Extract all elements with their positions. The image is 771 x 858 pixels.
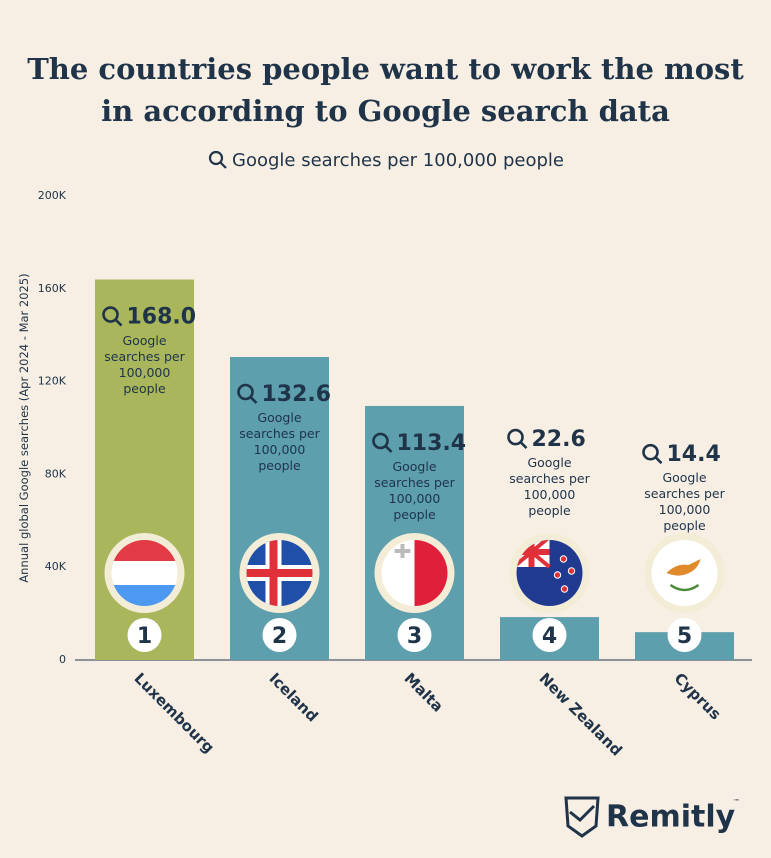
- flag-part: [394, 544, 411, 558]
- icon-part: [102, 306, 119, 323]
- rate-label: 22.6: [532, 427, 586, 452]
- rate-caption: Google searches per 100,000 people: [239, 410, 320, 473]
- rank-badge: [262, 618, 297, 652]
- rate-label: 168.0: [127, 305, 197, 330]
- flag-part: [553, 571, 562, 579]
- rate-label: 14.4: [667, 442, 721, 467]
- rank-number: 2: [272, 624, 287, 649]
- rank-badge: [667, 618, 702, 652]
- icon-part: [384, 445, 393, 453]
- rate-caption-box: Google searches per 100,000 people: [644, 470, 725, 534]
- rank-badge: [397, 618, 432, 652]
- y-tick-label: 40K: [45, 560, 67, 573]
- flag-part: [666, 559, 701, 576]
- flag-part: [111, 540, 178, 561]
- icon-part: [372, 432, 389, 450]
- rate-label: 113.4: [397, 431, 467, 456]
- rank-number: 1: [137, 624, 152, 649]
- x-tick-label: Cyprus: [670, 669, 724, 723]
- chart-title: The countries people want to work the mo…: [27, 52, 744, 128]
- subtitle-icon: [208, 150, 227, 169]
- rate-caption: Google searches per 100,000 people: [374, 458, 455, 522]
- magnifier-icon: [372, 432, 393, 453]
- flag-part: [269, 540, 278, 606]
- flag-part: [246, 569, 313, 577]
- subtitle: Google searches per 100,000 people: [232, 150, 564, 171]
- flag-part: [560, 585, 569, 593]
- logo: Remitly: [606, 800, 736, 835]
- rank-badge: [127, 618, 162, 652]
- rank-number: 3: [407, 624, 422, 649]
- flag-part: [516, 549, 550, 555]
- y-axis-label: Annual global Google searches (Apr 2024 …: [17, 273, 31, 582]
- rate-caption: Google searches per 100,000 people: [509, 455, 590, 519]
- y-tick-label: 120K: [38, 375, 67, 388]
- flag-part: [111, 561, 178, 585]
- rate-caption-box: Google searches per 100,000 people: [374, 458, 455, 522]
- magnifier-icon: [102, 306, 123, 327]
- rate-caption-box: Google searches per 100,000 people: [239, 410, 320, 473]
- y-tick-label: 80K: [45, 467, 67, 480]
- flag: [111, 540, 178, 606]
- icon-part: [237, 383, 254, 401]
- flag: [651, 540, 718, 606]
- flag-part: [559, 555, 568, 563]
- icon-part: [642, 443, 659, 461]
- icon-part: [249, 396, 258, 404]
- rate-caption: Google searches per 100,000 people: [644, 470, 725, 534]
- logo-icon: [564, 796, 600, 838]
- icon-part: [114, 318, 123, 327]
- flag-part: [111, 585, 178, 606]
- icon-part: [519, 441, 528, 449]
- rank-number: 4: [542, 624, 557, 649]
- rate-label: 132.6: [262, 382, 332, 407]
- flag: [516, 540, 583, 606]
- x-tick-label: Iceland: [265, 669, 321, 725]
- x-tick-label: New Zealand: [535, 669, 625, 759]
- magnifier-icon: [507, 428, 528, 449]
- y-tick-label: 0: [59, 653, 66, 666]
- magnifier-icon: [237, 383, 258, 404]
- x-tick-label: Luxembourg: [130, 669, 217, 756]
- flag-part: [567, 567, 576, 575]
- flag: [246, 540, 313, 606]
- rank-badge: [532, 618, 567, 652]
- trademark: ™: [733, 798, 740, 806]
- x-tick-label: Malta: [400, 669, 446, 715]
- flag-part: [669, 583, 700, 592]
- rate-caption: Google searches per 100,000 people: [104, 332, 185, 396]
- magnifier-icon: [642, 443, 663, 465]
- y-tick-label: 160K: [38, 282, 67, 295]
- icon-part: [507, 428, 524, 446]
- y-tick-label: 200K: [38, 189, 67, 202]
- rank-number: 5: [677, 624, 692, 649]
- rate-caption-box: Google searches per 100,000 people: [509, 455, 590, 519]
- rate-caption-box: Google searches per 100,000 people: [104, 332, 185, 396]
- icon-part: [654, 456, 663, 465]
